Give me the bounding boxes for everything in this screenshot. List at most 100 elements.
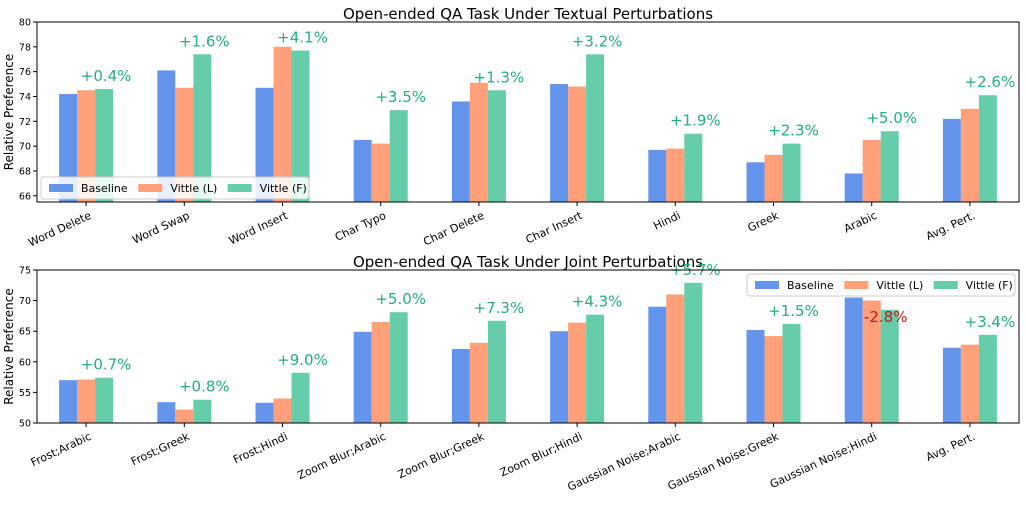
bar-vittle-l	[371, 322, 390, 423]
x-tick-label: Word Insert	[227, 209, 291, 248]
legend-label: Vittle (F)	[966, 279, 1013, 292]
improvement-label: +1.6%	[179, 32, 230, 50]
y-axis-label: Relative Preference	[2, 288, 16, 405]
y-tick-label: 78	[19, 42, 31, 53]
x-tick-label: Gaussian Noise;Greek	[666, 430, 782, 493]
legend-swatch	[755, 281, 779, 289]
bar-baseline	[746, 329, 765, 423]
bar-vittle-f	[684, 282, 703, 423]
x-tick-label: Char Delete	[421, 209, 486, 249]
bar-vittle-f	[880, 309, 899, 423]
bar-vittle-f	[684, 133, 703, 202]
bar-baseline	[942, 347, 961, 423]
bar-vittle-l	[568, 86, 587, 202]
improvement-label: +1.3%	[474, 68, 525, 86]
bar-vittle-f	[291, 50, 310, 202]
y-tick-label: 70	[19, 296, 31, 307]
bar-vittle-f	[586, 314, 605, 423]
bar-vittle-f	[193, 54, 212, 202]
bar-baseline	[59, 380, 78, 423]
y-axis-label: Relative Preference	[2, 54, 16, 171]
bar-baseline	[451, 101, 470, 202]
bar-baseline	[353, 331, 372, 423]
improvement-label: +0.7%	[81, 356, 132, 374]
bar-vittle-f	[487, 320, 506, 423]
x-tick-label: Gaussian Noise;Hindi	[768, 430, 879, 491]
bar-baseline	[59, 94, 78, 202]
bar-baseline	[844, 173, 863, 202]
bar-vittle-l	[273, 398, 292, 423]
bar-vittle-l	[469, 342, 488, 423]
legend-label: Vittle (L)	[876, 279, 923, 292]
bar-vittle-l	[175, 409, 194, 423]
x-tick-label: Word Delete	[26, 209, 93, 250]
bar-vittle-l	[77, 379, 96, 423]
bar-vittle-l	[862, 300, 881, 423]
x-tick-label: Zoom Blur;Greek	[396, 430, 487, 482]
bar-vittle-f	[291, 372, 310, 423]
x-tick-label: Frost;Arabic	[29, 430, 94, 469]
legend: Baseline Vittle (L) Vittle (F)	[40, 176, 310, 200]
bar-baseline	[844, 297, 863, 423]
bar-vittle-f	[389, 312, 408, 423]
chart-2: Open-ended QA Task Under Joint Perturbat…	[2, 253, 1020, 494]
improvement-label: +3.4%	[965, 313, 1016, 331]
x-tick-label: Frost;Hindi	[231, 430, 290, 467]
improvement-label: +4.3%	[572, 293, 623, 311]
x-tick-label: Zoom Blur;Hindi	[498, 430, 584, 480]
x-tick-label: Arabic	[842, 209, 879, 236]
legend: Baseline Vittle (L) Vittle (F)	[746, 273, 1016, 297]
x-tick-label: Zoom Blur;Arabic	[296, 430, 388, 482]
y-tick-label: 70	[19, 142, 31, 153]
legend-label: Baseline	[787, 279, 834, 292]
chart-title: Open-ended QA Task Under Joint Perturbat…	[353, 253, 703, 271]
legend-swatch	[49, 184, 73, 192]
bar-vittle-l	[764, 154, 783, 202]
y-tick-label: 68	[19, 166, 31, 177]
improvement-label: +0.4%	[81, 67, 132, 85]
bar-vittle-l	[960, 108, 979, 202]
chart-1: Open-ended QA Task Under Textual Perturb…	[2, 5, 1020, 250]
plot-frame	[36, 21, 1020, 203]
legend-swatch	[844, 281, 869, 289]
bar-vittle-f	[389, 110, 408, 202]
y-tick-label: 76	[19, 67, 31, 78]
chart-title: Open-ended QA Task Under Textual Perturb…	[343, 5, 713, 23]
improvement-label: +2.3%	[768, 122, 819, 140]
bar-baseline	[648, 306, 667, 423]
legend-box	[746, 273, 1016, 297]
y-tick-label: 55	[19, 388, 31, 399]
improvement-label: -2.8%	[864, 308, 908, 326]
improvement-label: +4.1%	[277, 29, 328, 47]
bar-vittle-l	[666, 148, 685, 202]
legend-swatch	[227, 184, 252, 192]
x-tick-label: Word Swap	[130, 209, 191, 247]
bar-baseline	[648, 149, 667, 202]
improvement-label: +3.5%	[375, 88, 426, 106]
x-tick-label: Frost;Greek	[129, 430, 192, 469]
bar-vittle-l	[764, 336, 783, 423]
legend-label: Vittle (L)	[170, 182, 217, 195]
bar-vittle-f	[95, 377, 114, 423]
bar-vittle-l	[371, 143, 390, 202]
x-tick-label: Avg. Pert.	[924, 209, 977, 243]
bar-baseline	[255, 402, 274, 423]
bar-vittle-f	[586, 54, 605, 202]
bar-vittle-l	[273, 46, 292, 202]
x-tick-label: Char Insert	[524, 209, 585, 247]
y-tick-label: 80	[19, 18, 31, 29]
bar-baseline	[746, 162, 765, 202]
bar-vittle-f	[782, 323, 801, 423]
improvement-label: +0.8%	[179, 378, 230, 396]
x-tick-label: Greek	[746, 209, 782, 235]
plot-frame	[36, 269, 1020, 424]
bar-vittle-l	[469, 82, 488, 202]
y-tick-label: 75	[19, 266, 31, 277]
legend-box	[40, 176, 310, 200]
y-tick-label: 50	[19, 419, 31, 430]
y-tick-label: 74	[19, 92, 31, 103]
improvement-label: +9.0%	[277, 351, 328, 369]
improvement-label: +5.0%	[375, 290, 426, 308]
legend-swatch	[138, 184, 163, 192]
